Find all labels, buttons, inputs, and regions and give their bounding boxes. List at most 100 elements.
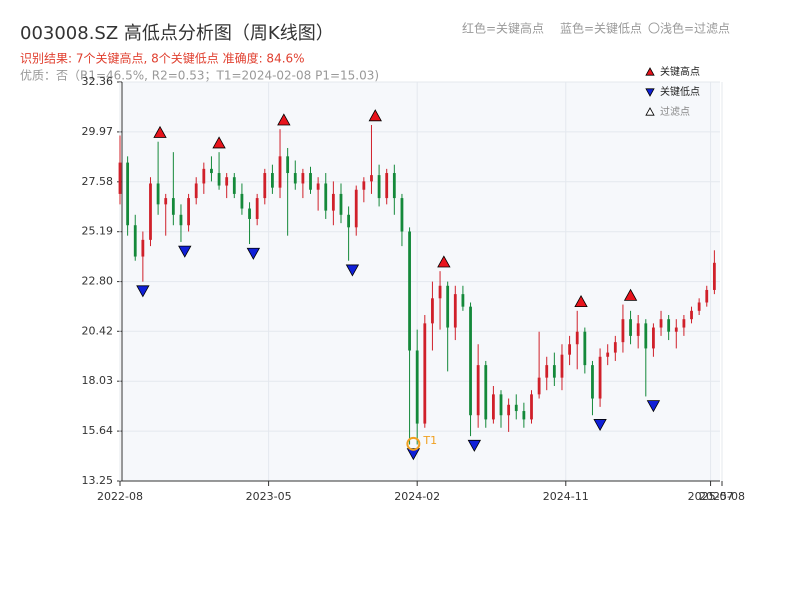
candle-body: [171, 198, 175, 215]
candle-body: [697, 302, 701, 311]
hint: 蓝色=关键低点: [560, 22, 642, 36]
candle-body: [431, 298, 434, 324]
y-tick-label: 25.19: [82, 225, 114, 238]
candle-body: [537, 377, 541, 395]
candle-body: [225, 177, 229, 186]
t1-marker: [406, 436, 421, 451]
candle-body: [621, 319, 625, 343]
candle-body: [652, 327, 655, 349]
candle-body: [263, 173, 267, 199]
candle-body: [476, 365, 480, 416]
key-point: [623, 288, 638, 301]
y-tick-label: 13.25: [82, 474, 114, 487]
candle-body: [415, 350, 419, 424]
candle-body: [606, 352, 610, 357]
legend-label: 过滤点: [660, 105, 690, 118]
candle-body: [217, 173, 221, 186]
y-tick-label: 32.36: [82, 75, 114, 88]
candle-body: [530, 394, 533, 420]
key-point: [277, 113, 291, 126]
candle-body: [690, 310, 693, 320]
candle-body: [271, 173, 274, 188]
candle-body: [293, 173, 297, 184]
candle-body: [423, 323, 427, 424]
candle-body: [141, 239, 145, 257]
candle-body: [461, 294, 465, 307]
legend-label: 关键低点: [660, 85, 700, 98]
candle-body: [446, 285, 450, 328]
key-point: [406, 448, 421, 461]
candle-body: [667, 319, 671, 332]
candle-body: [659, 319, 663, 328]
legend-label: 关键高点: [660, 65, 700, 78]
candle-body: [232, 177, 236, 194]
candle-body: [126, 162, 130, 226]
candle-body: [613, 342, 617, 353]
key-point: [246, 247, 261, 260]
candle-body: [453, 294, 457, 328]
key-point: [178, 245, 192, 258]
key-point: [345, 264, 360, 277]
candle-body: [674, 327, 678, 332]
key-point: [437, 255, 451, 268]
key-point: [593, 419, 607, 432]
y-tick-label: 27.58: [82, 175, 114, 188]
y-tick-label: 20.42: [82, 324, 114, 337]
y-tick-label: 18.03: [82, 374, 114, 387]
candle-body: [354, 189, 358, 228]
key-point: [136, 285, 150, 298]
candle-body: [248, 208, 251, 219]
candle-body: [316, 183, 320, 190]
candle-body: [278, 156, 282, 188]
candle-body: [514, 404, 518, 412]
candle-body: [644, 323, 648, 349]
candle-body: [484, 365, 488, 420]
candle-body: [392, 173, 396, 199]
candle-body: [598, 356, 602, 399]
x-tick-label: 2024-11: [543, 490, 589, 503]
legend-symbol: [645, 67, 655, 76]
hint: 红色=关键高点: [462, 21, 544, 36]
candle-body: [491, 394, 495, 420]
note: 优质：否（R1=46.5%, R2=0.53；T1=2024-02-08 P1=…: [20, 69, 379, 83]
candle-body: [438, 285, 442, 299]
candle-body: [568, 344, 571, 355]
candle-body: [408, 231, 411, 351]
x-tick-label: 2024-02: [394, 490, 440, 503]
candle-body: [629, 319, 632, 336]
chart-title: 003008.SZ 高低点分析图（周K线图）: [20, 23, 334, 44]
candle-body: [400, 198, 404, 232]
candle-body: [705, 289, 709, 303]
candle-body: [507, 404, 511, 416]
candle-body: [575, 331, 579, 345]
candle-body: [202, 168, 206, 184]
candle-body: [133, 225, 137, 257]
candle-body: [545, 365, 549, 378]
candle-body: [385, 173, 389, 199]
y-tick-label: 29.97: [82, 125, 114, 138]
candle-body: [210, 168, 213, 174]
candle-body: [301, 173, 305, 184]
candle-body: [331, 193, 335, 211]
candle-body: [469, 306, 472, 416]
x-tick-label: 2025-07: [688, 490, 734, 503]
candle-body: [309, 173, 312, 190]
legend-symbol: [645, 107, 655, 116]
candle-body: [240, 193, 244, 209]
t1-label: T1: [422, 434, 437, 447]
candle-body: [552, 365, 556, 378]
candle-body: [156, 183, 160, 205]
key-point: [212, 136, 226, 149]
candle-body: [347, 214, 351, 228]
candle-body: [179, 214, 183, 226]
candle-body: [370, 175, 373, 182]
candle-body: [522, 411, 526, 420]
candle-body: [149, 183, 152, 240]
candle-body: [194, 183, 198, 199]
legend-symbol: [645, 88, 655, 97]
candle-body: [286, 156, 290, 174]
x-tick-label: 2023-05: [246, 490, 292, 503]
key-point: [467, 439, 482, 452]
candle-body: [362, 181, 366, 190]
